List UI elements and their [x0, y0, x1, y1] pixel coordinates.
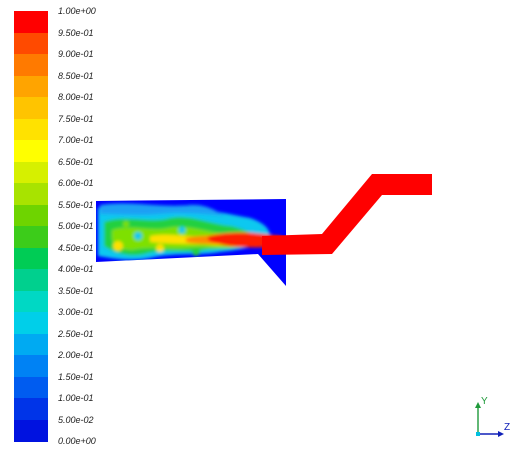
colorbar-tick-label: 7.00e-01 [58, 135, 94, 145]
z-axis-arrow-icon [498, 431, 504, 437]
chamber-domain [96, 199, 286, 286]
y-axis-arrow-icon [475, 402, 481, 408]
eddy-2 [134, 232, 142, 240]
colorbar-swatch [14, 54, 48, 76]
colorbar-swatch [14, 376, 48, 399]
colorbar-swatch [14, 11, 48, 33]
colorbar-swatch [14, 118, 48, 141]
colorbar-swatch [14, 269, 48, 291]
colorbar-tick-label: 5.00e-02 [58, 414, 94, 425]
z-axis-label: Z [504, 422, 510, 433]
colorbar-tick-label: 1.50e-01 [58, 371, 94, 382]
eddy-4 [178, 226, 186, 234]
colorbar-tick-label: 3.50e-01 [58, 285, 94, 296]
colorbar-swatch [14, 333, 48, 356]
colorbar-swatch [14, 75, 48, 98]
colorbar-swatch [14, 140, 48, 162]
eddy-3 [156, 244, 164, 252]
colorbar-tick-label: 6.00e-01 [58, 178, 94, 188]
colorbar [14, 11, 48, 442]
colorbar-swatch [14, 226, 48, 248]
colorbar-swatch [14, 355, 48, 377]
upper-wisp [100, 203, 225, 216]
colorbar-tick-label: 5.00e-01 [58, 221, 94, 231]
colorbar-tick-label: 5.50e-01 [58, 199, 94, 210]
eddy-1 [113, 241, 123, 251]
colorbar-tick-label: 1.00e+00 [58, 6, 96, 16]
colorbar-tick-label: 6.50e-01 [58, 156, 94, 167]
eddy-5 [192, 248, 200, 256]
colorbar-tick-label: 9.50e-01 [58, 27, 94, 38]
colorbar-swatch [14, 419, 48, 442]
y-axis-label: Y [481, 396, 488, 407]
colorbar-swatch [14, 204, 48, 227]
colorbar-tick-label: 8.50e-01 [58, 70, 94, 81]
colorbar-tick-label: 4.00e-01 [58, 264, 94, 274]
colorbar-swatch [14, 247, 48, 270]
origin-marker [476, 432, 480, 436]
colorbar-tick-label: 7.50e-01 [58, 113, 94, 124]
colorbar-swatch [14, 290, 48, 313]
colorbar-tick-label: 9.00e-01 [58, 49, 94, 59]
axis-triad: Y Z [475, 396, 510, 437]
colorbar-tick-label: 2.50e-01 [58, 328, 94, 339]
outlet-duct [262, 174, 432, 255]
colorbar-tick-label: 8.00e-01 [58, 92, 94, 102]
colorbar-swatch [14, 97, 48, 119]
colorbar-swatch [14, 161, 48, 184]
colorbar-tick-label: 0.00e+00 [58, 436, 96, 446]
colorbar-swatch [14, 312, 48, 334]
colorbar-tick-label: 3.00e-01 [58, 307, 94, 317]
colorbar-swatch [14, 398, 48, 420]
colorbar-tick-label: 1.00e-01 [58, 393, 94, 403]
eddy-6 [123, 221, 129, 227]
colorbar-tick-label: 2.00e-01 [58, 350, 94, 360]
colorbar-tick-label: 4.50e-01 [58, 242, 94, 253]
colorbar-swatch [14, 183, 48, 205]
colorbar-swatch [14, 32, 48, 55]
